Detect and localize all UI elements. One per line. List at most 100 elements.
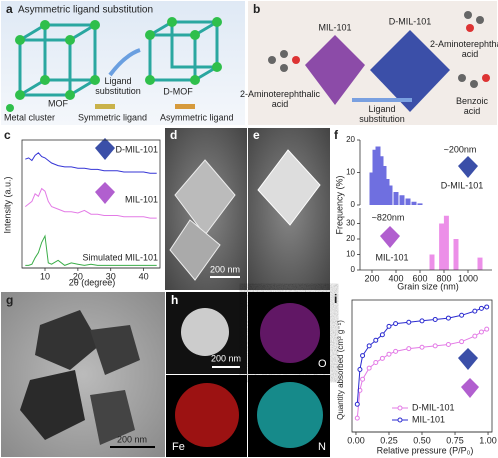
panel-a: a Asymmetric ligand substitution Ligand s…	[1, 1, 245, 125]
data-point	[393, 321, 399, 327]
octahedron	[95, 138, 115, 160]
panel-label: a	[6, 2, 13, 16]
legend-item: Asymmetric ligand	[160, 112, 234, 122]
x-tick-label: 0.00	[347, 435, 365, 445]
series-line	[356, 306, 487, 405]
bar	[372, 149, 378, 205]
particle	[35, 310, 100, 370]
element-map	[175, 383, 239, 447]
series-line	[25, 152, 157, 174]
bar	[453, 239, 459, 270]
x-tick-label: 800	[436, 273, 451, 283]
element-map	[257, 382, 323, 448]
arrow-label: Ligand substitution	[359, 104, 405, 124]
octahedron	[95, 182, 115, 204]
legend-swatch	[6, 104, 14, 112]
data-point	[419, 344, 425, 350]
data-point	[478, 329, 484, 335]
data-point	[472, 333, 478, 339]
legend-item: Symmetric ligand	[78, 112, 147, 122]
data-point	[354, 401, 360, 407]
y-tick-label: 10	[346, 168, 355, 177]
data-point	[406, 319, 412, 325]
data-point	[360, 376, 366, 382]
molecule	[464, 11, 484, 32]
scale-label: 200 nm	[210, 264, 240, 274]
data-point	[379, 332, 385, 338]
data-point	[419, 318, 425, 324]
y-tick-label: 30	[346, 219, 355, 228]
annotation: ~200nm	[444, 144, 477, 154]
panel-label: e	[253, 128, 260, 142]
bar	[417, 203, 423, 205]
bar	[384, 179, 390, 205]
data-point	[373, 337, 379, 343]
data-point	[484, 304, 490, 310]
x-axis-title: 2θ (degree)	[69, 277, 116, 287]
x-tick-label: 1.00	[479, 435, 497, 445]
data-point	[366, 365, 372, 371]
bar	[399, 195, 405, 205]
x-tick-label: 600	[412, 273, 427, 283]
scale-label: 200 nm	[117, 434, 147, 444]
x-tick-label: 20	[73, 271, 83, 281]
data-point	[478, 305, 484, 311]
panel-label: f	[334, 128, 339, 142]
octahedron	[305, 35, 365, 105]
series-line	[356, 328, 487, 419]
x-tick-label: 40	[139, 271, 149, 281]
legend-item: Metal cluster	[4, 112, 55, 122]
data-point	[445, 315, 451, 321]
data-point	[432, 316, 438, 322]
x-axis-title: Relative pressure (P/P₀)	[377, 445, 474, 455]
legend-item: D-MIL-101	[412, 402, 455, 412]
series-label: MIL-101	[125, 194, 158, 204]
y-tick-label: 10	[346, 250, 355, 259]
y-tick-label: 20	[346, 135, 355, 144]
y-axis-title: Frequency (%)	[334, 175, 344, 234]
data-point	[360, 353, 366, 359]
data-point	[459, 339, 465, 345]
series-label: D-MIL-101	[115, 144, 158, 154]
panel-label: h	[171, 293, 178, 307]
legend-swatch	[95, 104, 115, 109]
data-point	[373, 360, 379, 366]
octahedron	[370, 30, 450, 112]
element-map	[260, 303, 320, 363]
octahedron	[461, 378, 479, 398]
annotation: ~820nm	[372, 212, 405, 222]
mil-label: MIL-101	[318, 22, 351, 32]
arrow	[352, 98, 412, 102]
data-point	[406, 346, 412, 352]
data-point	[386, 351, 392, 357]
x-tick-label: 10	[40, 271, 50, 281]
bar	[369, 172, 375, 205]
data-point	[484, 326, 490, 332]
x-tick-label: 30	[106, 271, 116, 281]
bar	[387, 185, 393, 205]
legend-item: MIL-101	[412, 414, 445, 424]
legend-marker	[397, 405, 403, 411]
data-point	[354, 415, 360, 421]
data-point	[357, 366, 363, 372]
bar	[439, 223, 445, 270]
data-point	[379, 355, 385, 361]
x-tick-label: 0.25	[380, 435, 398, 445]
panel-e: e	[248, 128, 330, 290]
metal-clusters	[145, 17, 222, 85]
x-axis-title: Grain size (nm)	[397, 281, 459, 291]
map-label: O	[318, 358, 327, 370]
y-tick-label: 0	[351, 265, 356, 274]
bar	[477, 257, 483, 270]
panel-label: d	[170, 128, 177, 142]
data-point	[393, 348, 399, 354]
bar	[393, 192, 399, 205]
bar	[378, 156, 384, 205]
bar	[375, 146, 381, 205]
panel-i: i Quantity absorbed (cm³ g⁻¹) Relative p…	[334, 292, 479, 455]
data-point	[472, 308, 478, 314]
bar	[411, 201, 417, 205]
benzoic-label: Benzoic acid	[456, 96, 489, 116]
panel-h: h 200 nm O Fe N	[166, 292, 330, 457]
data-point	[366, 343, 372, 349]
